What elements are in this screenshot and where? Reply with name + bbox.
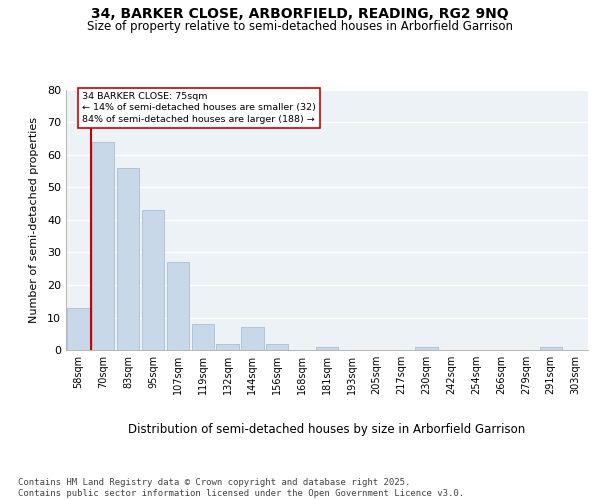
Bar xyxy=(191,324,214,350)
Bar xyxy=(142,210,164,350)
Bar xyxy=(539,347,562,350)
Bar xyxy=(67,308,89,350)
Bar xyxy=(92,142,115,350)
Text: Distribution of semi-detached houses by size in Arborfield Garrison: Distribution of semi-detached houses by … xyxy=(128,422,526,436)
Y-axis label: Number of semi-detached properties: Number of semi-detached properties xyxy=(29,117,38,323)
Text: 34 BARKER CLOSE: 75sqm
← 14% of semi-detached houses are smaller (32)
84% of sem: 34 BARKER CLOSE: 75sqm ← 14% of semi-det… xyxy=(82,92,316,124)
Bar xyxy=(167,262,189,350)
Bar xyxy=(266,344,289,350)
Bar xyxy=(241,327,263,350)
Text: 34, BARKER CLOSE, ARBORFIELD, READING, RG2 9NQ: 34, BARKER CLOSE, ARBORFIELD, READING, R… xyxy=(91,8,509,22)
Text: Contains HM Land Registry data © Crown copyright and database right 2025.
Contai: Contains HM Land Registry data © Crown c… xyxy=(18,478,464,498)
Bar xyxy=(217,344,239,350)
Bar xyxy=(117,168,139,350)
Bar xyxy=(415,347,437,350)
Bar xyxy=(316,347,338,350)
Text: Size of property relative to semi-detached houses in Arborfield Garrison: Size of property relative to semi-detach… xyxy=(87,20,513,33)
